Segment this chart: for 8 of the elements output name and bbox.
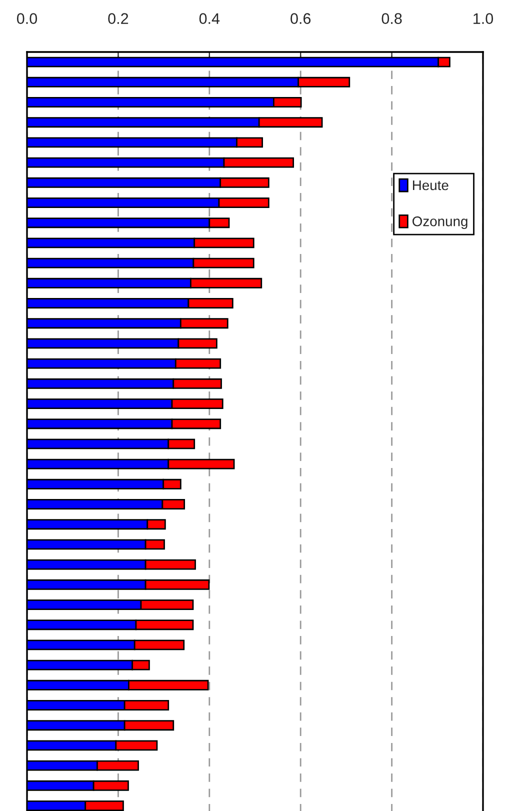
legend-label: Heute [412, 180, 448, 190]
x-tick-label: 0.6 [290, 13, 311, 24]
x-tick-label: 0.8 [382, 13, 402, 24]
x-tick-label: 1.0 [474, 13, 494, 24]
x-tick-label: 0.0 [16, 13, 38, 24]
x-tick-label: 0.4 [199, 13, 220, 24]
x-tick-label: 0.2 [108, 13, 128, 24]
legend-label: Ozonung [412, 216, 468, 229]
